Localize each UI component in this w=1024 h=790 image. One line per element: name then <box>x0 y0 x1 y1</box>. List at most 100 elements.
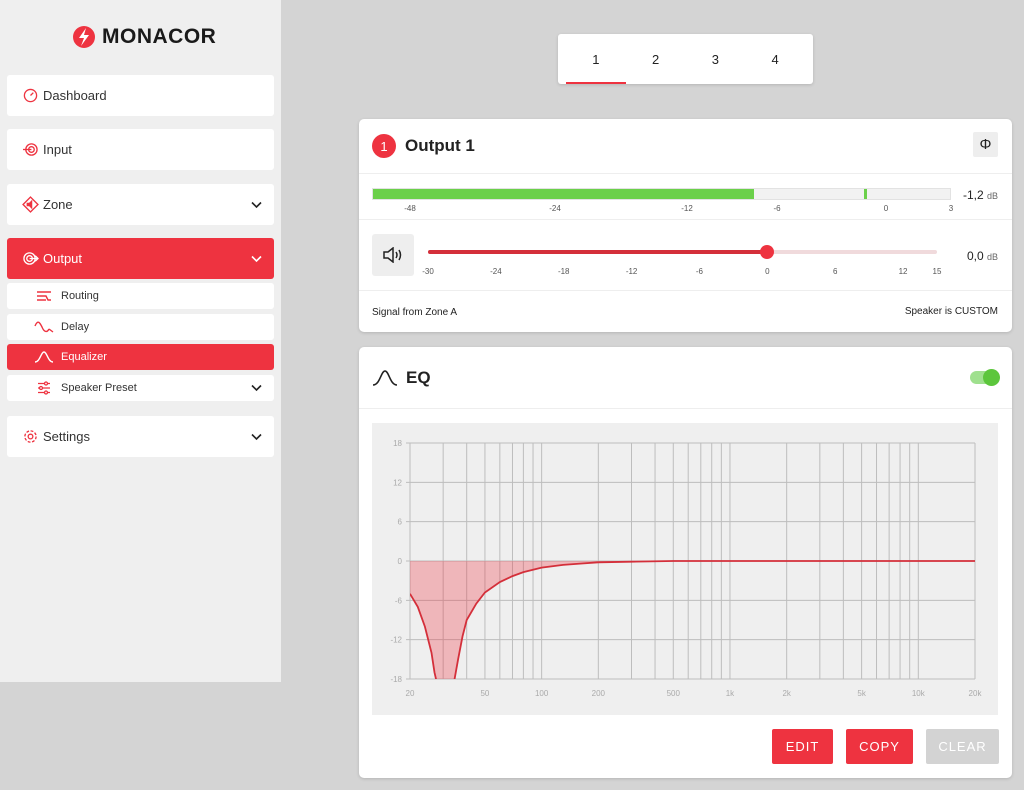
sidebar: MONACOR Dashboard Input Zone Output Rout… <box>0 0 281 682</box>
tab-4[interactable]: 4 <box>771 51 779 67</box>
input-icon <box>21 141 39 159</box>
logo: MONACOR <box>72 25 216 49</box>
volume-slider[interactable] <box>428 245 937 259</box>
x-tick-label: 500 <box>667 689 681 698</box>
volume-tick-label: -18 <box>557 267 570 276</box>
sidebar-item-label: Input <box>43 142 72 157</box>
eq-curve-line <box>410 560 975 679</box>
y-tick-label: 0 <box>398 557 403 566</box>
sidebar-subitem-delay[interactable]: Delay <box>7 314 274 340</box>
gauge-icon <box>21 87 39 105</box>
eq-bell-icon <box>372 369 398 386</box>
sidebar-item-output[interactable]: Output <box>7 238 274 279</box>
tab-3[interactable]: 3 <box>711 51 719 67</box>
volume-readout: 0,0 dB <box>966 249 998 263</box>
sidebar-subitem-speaker-preset[interactable]: Speaker Preset <box>7 375 274 401</box>
output-title: Output 1 <box>405 136 475 155</box>
edit-button[interactable]: EDIT <box>772 729 833 764</box>
y-tick-label: -18 <box>390 675 402 684</box>
meter-tick-label: -12 <box>681 204 693 213</box>
volume-slider-fill <box>428 250 768 254</box>
chevron-down-icon[interactable] <box>251 433 262 440</box>
output-tabs: 1 2 3 4 <box>558 34 813 84</box>
delay-wave-icon <box>33 318 55 336</box>
x-tick-label: 50 <box>480 689 489 698</box>
level-meter <box>372 188 951 200</box>
volume-tick-label: 15 <box>932 267 942 276</box>
volume-tick-label: -6 <box>695 267 704 276</box>
volume-tick-label: -12 <box>625 267 638 276</box>
chevron-down-icon[interactable] <box>251 255 262 262</box>
volume-tick-label: 0 <box>765 267 770 276</box>
routing-icon <box>33 287 55 305</box>
tab-1[interactable]: 1 <box>566 34 626 84</box>
output-number-badge: 1 <box>372 134 396 158</box>
volume-tick-label: 12 <box>898 267 908 276</box>
x-tick-label: 10k <box>912 689 926 698</box>
volume-tick-label: 6 <box>832 267 838 276</box>
volume-slider-handle[interactable] <box>760 245 775 259</box>
x-tick-label: 100 <box>535 689 549 698</box>
chevron-down-icon[interactable] <box>251 201 262 208</box>
level-meter-fill <box>373 189 754 199</box>
eq-card: EQ 18 12 6 0 -6 -12 -18 20 50 100 200 500 1k 2k 5k 10k 2… <box>359 347 1012 778</box>
eq-bell-icon <box>33 348 55 366</box>
speaker-icon <box>383 247 402 263</box>
signal-source: Signal from Zone A <box>372 307 458 318</box>
speaker-status: Speaker is CUSTOM <box>904 306 998 317</box>
meter-tick-label: 3 <box>948 204 954 213</box>
sidebar-item-label: Dashboard <box>43 88 107 103</box>
sliders-icon <box>33 379 55 397</box>
eq-curve-area <box>410 561 975 679</box>
brand-name: MONACOR <box>102 25 217 48</box>
volume-row: -30 -24 -18 -12 -6 0 6 12 15 0,0 dB <box>359 220 1012 291</box>
level-meter-row: -48 -24 -12 -6 0 3 -1,2 dB <box>359 174 1012 220</box>
output-card: 1 Output 1 Φ -48 -24 -12 -6 0 3 -1,2 dB -30 -2… <box>359 119 1012 332</box>
sidebar-item-label: Zone <box>43 197 73 212</box>
y-tick-label: -6 <box>395 596 403 605</box>
volume-tick-label: -24 <box>490 267 502 276</box>
x-tick-label: 20 <box>406 689 415 698</box>
mute-button[interactable] <box>372 234 414 276</box>
sidebar-item-input[interactable]: Input <box>7 129 274 170</box>
tab-2[interactable]: 2 <box>652 51 660 67</box>
x-tick-label: 5k <box>857 689 866 698</box>
eq-title: EQ <box>406 367 431 387</box>
sidebar-item-dashboard[interactable]: Dashboard <box>7 75 274 116</box>
sidebar-item-label: Delay <box>61 321 90 333</box>
sidebar-item-label: Routing <box>61 290 99 302</box>
meter-tick-label: 0 <box>883 204 889 213</box>
sidebar-subitem-routing[interactable]: Routing <box>7 283 274 309</box>
eq-enable-toggle[interactable] <box>970 369 1000 386</box>
volume-tick-label: -30 <box>422 267 434 276</box>
y-tick-label: 12 <box>393 478 402 487</box>
eq-chart: 18 12 6 0 -6 -12 -18 20 50 100 200 500 1k 2k 5k 10k 20k <box>372 423 998 715</box>
output-icon <box>21 250 39 268</box>
y-tick-label: 6 <box>398 518 403 527</box>
clear-button[interactable]: CLEAR <box>926 729 999 764</box>
chart-background <box>372 423 998 715</box>
y-tick-label: 18 <box>393 439 402 448</box>
copy-button[interactable]: COPY <box>846 729 913 764</box>
sidebar-item-zone[interactable]: Zone <box>7 184 274 225</box>
sidebar-item-label: Output <box>43 251 83 266</box>
level-readout: -1,2 dB <box>962 188 998 202</box>
sidebar-item-settings[interactable]: Settings <box>7 416 274 457</box>
sidebar-item-label: Speaker Preset <box>61 382 137 394</box>
gear-icon <box>21 428 39 446</box>
y-tick-label: -12 <box>390 636 402 645</box>
sidebar-item-label: Equalizer <box>61 351 107 363</box>
zone-speaker-icon <box>21 196 39 214</box>
meter-tick-label: -48 <box>404 204 416 213</box>
phase-invert-button[interactable]: Φ <box>973 132 998 157</box>
meter-tick-label: -24 <box>549 204 561 213</box>
x-tick-label: 2k <box>782 689 791 698</box>
sidebar-item-label: Settings <box>43 429 90 444</box>
chevron-down-icon[interactable] <box>251 384 262 392</box>
x-tick-label: 200 <box>592 689 606 698</box>
x-tick-label: 20k <box>969 689 983 698</box>
meter-tick-label: -6 <box>773 204 781 213</box>
level-meter-peak <box>864 189 868 199</box>
monacor-logo-icon <box>73 26 95 48</box>
sidebar-subitem-equalizer[interactable]: Equalizer <box>7 344 274 370</box>
